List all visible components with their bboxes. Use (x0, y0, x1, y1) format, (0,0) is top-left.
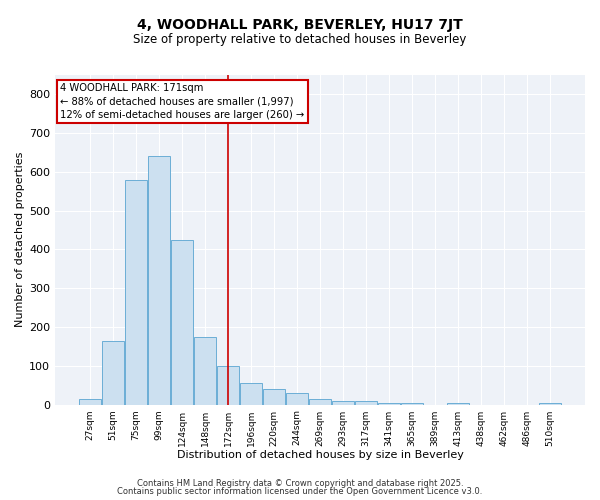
Bar (217, 366, 239, 405)
X-axis label: Distribution of detached houses by size in Beverley: Distribution of detached houses by size … (176, 450, 464, 460)
Bar (79, 399, 101, 404)
Text: 4 WOODHALL PARK: 171sqm
← 88% of detached houses are smaller (1,997)
12% of semi: 4 WOODHALL PARK: 171sqm ← 88% of detache… (61, 83, 305, 120)
Bar (171, 240, 193, 404)
Text: 4, WOODHALL PARK, BEVERLEY, HU17 7JT: 4, WOODHALL PARK, BEVERLEY, HU17 7JT (137, 18, 463, 32)
Text: Contains public sector information licensed under the Open Government Licence v3: Contains public sector information licen… (118, 487, 482, 496)
Bar (332, 400, 354, 404)
Text: Size of property relative to detached houses in Beverley: Size of property relative to detached ho… (133, 32, 467, 46)
Bar (125, 180, 147, 404)
Bar (286, 393, 308, 404)
Bar (401, 402, 423, 404)
Bar (240, 384, 262, 404)
Bar (102, 340, 124, 404)
Bar (378, 402, 400, 404)
Bar (447, 402, 469, 404)
Bar (309, 399, 331, 404)
Bar (355, 400, 377, 404)
Text: Contains HM Land Registry data © Crown copyright and database right 2025.: Contains HM Land Registry data © Crown c… (137, 478, 463, 488)
Bar (194, 336, 216, 404)
Bar (148, 156, 170, 404)
Bar (539, 402, 561, 404)
Y-axis label: Number of detached properties: Number of detached properties (15, 152, 25, 328)
Bar (263, 389, 285, 404)
